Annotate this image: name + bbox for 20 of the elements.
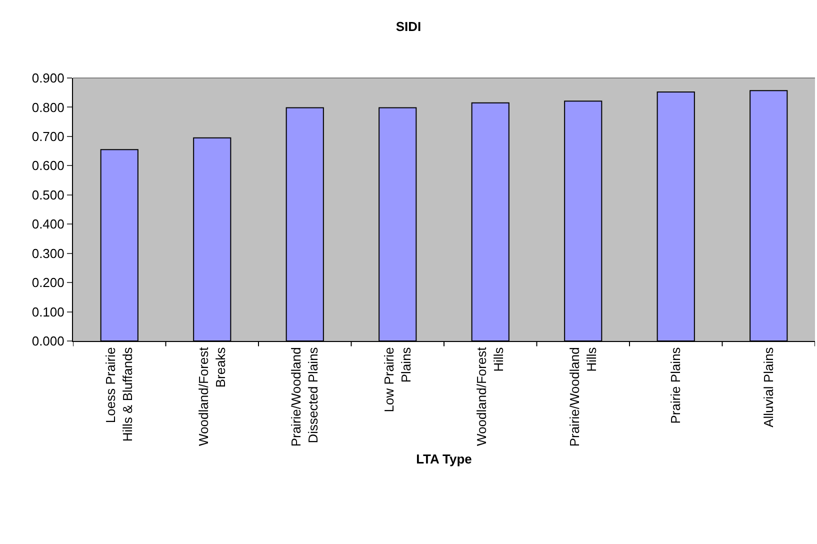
y-tick-label: 0.400 bbox=[32, 216, 64, 232]
y-tick-label: 0.200 bbox=[32, 275, 64, 290]
y-tick-label: 0.000 bbox=[32, 334, 64, 349]
x-tick-label: Prairie Plains bbox=[668, 346, 684, 424]
x-axis-title: LTA Type bbox=[416, 451, 472, 466]
x-tick-label: Woodland/Forest Breaks bbox=[196, 346, 228, 446]
y-tick-label: 0.700 bbox=[32, 128, 64, 144]
x-tick-label: Woodland/Forest Hills bbox=[474, 346, 506, 446]
y-tick-label: 0.500 bbox=[32, 187, 64, 202]
y-tick-label: 0.900 bbox=[32, 70, 64, 86]
y-tick-label: 0.100 bbox=[32, 304, 64, 320]
x-tick-label: Alluvial Plains bbox=[760, 346, 776, 428]
y-tick-label: 0.600 bbox=[32, 158, 64, 174]
y-tick-label: 0.800 bbox=[32, 100, 64, 115]
x-tick-label: Prairie/Woodland Hills bbox=[566, 346, 599, 447]
chart-title: SIDI bbox=[396, 18, 422, 34]
x-tick-label: Low Prairie Plains bbox=[381, 346, 414, 412]
x-tick-label: Prairie/Woodland Dissected Plains bbox=[288, 346, 321, 447]
y-tick-label: 0.300 bbox=[32, 246, 64, 261]
x-tick-label: Loess Prairie Hills & Bluffands bbox=[103, 346, 136, 442]
